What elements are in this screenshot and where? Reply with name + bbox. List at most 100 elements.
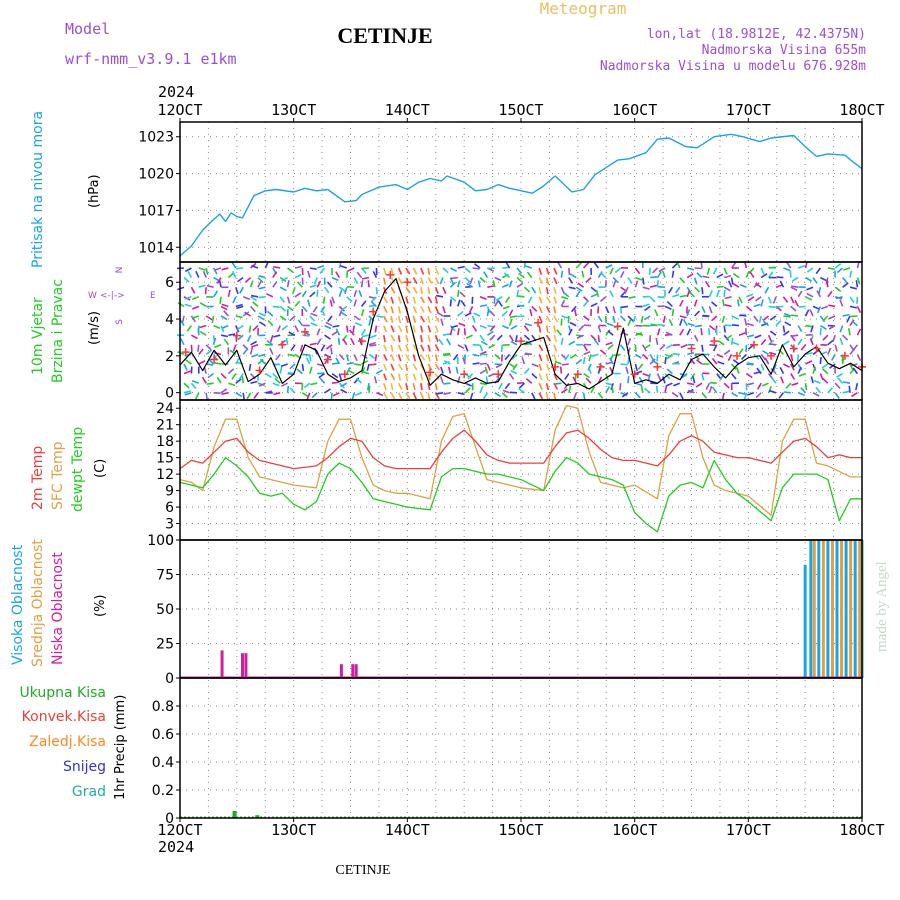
wind-arrow	[724, 296, 732, 300]
wind-arrow	[771, 377, 777, 384]
lonlat-text: lon,lat (18.9812E, 42.4375N)	[647, 27, 866, 42]
wind-arrow	[657, 305, 665, 308]
wind-arrow	[521, 357, 526, 365]
wind-arrow	[383, 382, 387, 391]
wind-arrow	[511, 353, 518, 360]
wind-arrow	[524, 265, 533, 269]
wind-arrow	[272, 281, 278, 288]
wind-arrow	[488, 372, 496, 378]
wind-arrow	[237, 276, 244, 283]
wind-arrow	[783, 312, 792, 317]
wind-tick-label: 4	[165, 312, 174, 328]
wind-arrow	[651, 267, 659, 274]
wind-arrow	[353, 315, 361, 321]
wind-arrow	[221, 303, 229, 308]
wind-arrow	[248, 363, 252, 372]
wind-arrow	[597, 325, 602, 333]
wind-arrow	[420, 287, 423, 295]
wind-arrow	[427, 267, 431, 276]
wind-arrow	[529, 309, 533, 317]
wind-arrow	[497, 300, 503, 307]
wind-arrow	[545, 296, 551, 304]
wind-arrow	[723, 325, 726, 333]
wind-arrow	[479, 369, 487, 375]
wind-arrow	[740, 353, 747, 360]
wind-arrow	[834, 286, 842, 293]
wind-arrow	[569, 353, 577, 359]
wind-arrow	[258, 353, 266, 357]
wind-arrow	[309, 366, 313, 374]
wind-arrow	[427, 306, 432, 314]
wind-arrow	[762, 350, 770, 356]
wind-arrow	[186, 325, 193, 332]
wind-arrow	[227, 272, 235, 279]
wind-arrow	[651, 359, 659, 365]
wind-arrow	[302, 353, 310, 356]
wind-arrow	[390, 334, 396, 342]
wind-arrow	[231, 270, 237, 278]
wind-arrow	[731, 392, 739, 398]
wind-arrow	[738, 392, 747, 395]
wind-arrow	[515, 335, 518, 343]
wind-arrow	[723, 267, 728, 275]
wind-arrow	[767, 296, 772, 304]
wind-arrow	[693, 299, 698, 307]
wind-arrow	[280, 382, 288, 387]
wind-arrow	[338, 286, 346, 292]
wind-arrow	[510, 369, 518, 375]
temperature-tick-label: 24	[156, 401, 174, 417]
wind-arrow	[492, 280, 496, 288]
wind-arrow	[228, 333, 236, 336]
wind-arrow	[294, 325, 300, 333]
wind-arrow	[599, 349, 607, 356]
gust-marker	[460, 370, 469, 379]
wind-arrow	[206, 382, 214, 385]
gust-marker	[534, 318, 543, 327]
wind-arrow	[450, 324, 459, 329]
wind-arrow	[810, 325, 814, 333]
wind-arrow	[462, 357, 466, 365]
wind-arrow	[248, 325, 252, 333]
wind-arrow	[560, 299, 566, 307]
wind-arrow	[313, 277, 318, 285]
wind-arrow	[493, 296, 496, 304]
wind-arrow	[250, 380, 258, 384]
wind-arrow	[275, 353, 281, 361]
wind-arrow	[687, 389, 695, 394]
wind-arrow	[709, 381, 717, 384]
wind-arrow	[194, 392, 200, 400]
wind-arrow	[827, 347, 832, 355]
wind-arrow	[572, 376, 577, 384]
wind-arrow	[839, 337, 844, 346]
wind-arrow	[712, 344, 718, 352]
wind-arrow	[680, 344, 688, 349]
wind-arrow	[477, 280, 481, 288]
wind-arrow	[578, 325, 585, 332]
wind-arrow	[449, 299, 452, 307]
wind-arrow	[337, 337, 341, 345]
wind-arrow	[439, 277, 444, 285]
wind-arrow	[390, 354, 395, 362]
cloud-high-bar	[826, 540, 830, 678]
wind-arrow	[316, 280, 322, 288]
wind-arrow	[427, 296, 433, 304]
wind-arrow	[806, 267, 814, 273]
wind-arrow	[804, 309, 810, 317]
wind-arrow	[508, 309, 514, 317]
wind-arrow	[694, 286, 701, 293]
wind-arrow	[582, 300, 589, 307]
wind-arrow	[397, 267, 403, 275]
wind-arrow	[331, 381, 340, 384]
wind-arrow	[368, 353, 376, 360]
wind-arrow	[266, 340, 274, 346]
temperature-tick-label: 21	[156, 418, 174, 434]
wind-arrow	[768, 305, 776, 309]
wind-arrow	[405, 373, 409, 381]
wind-arrow	[730, 277, 734, 285]
wind-arrow	[764, 357, 770, 365]
wind-arrow	[831, 353, 836, 361]
gust-marker	[613, 322, 622, 331]
wind-arrow	[841, 356, 845, 365]
wind-arrow	[427, 287, 431, 295]
wind-arrow	[588, 354, 592, 362]
